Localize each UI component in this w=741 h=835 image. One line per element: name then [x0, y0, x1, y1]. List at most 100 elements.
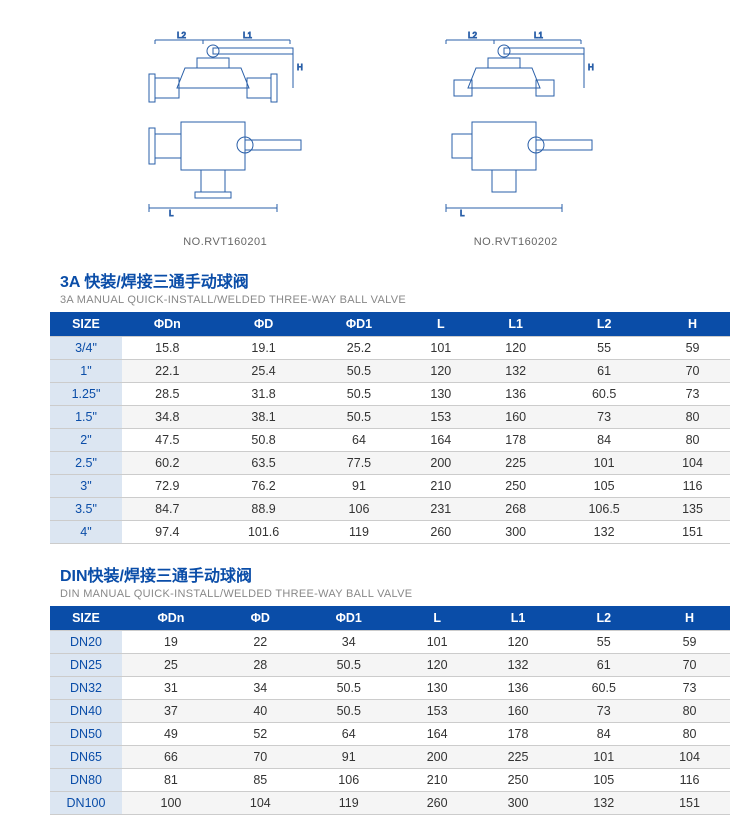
table-3a-col-5: L1: [478, 312, 553, 337]
table-3a-cell: 73: [655, 383, 730, 406]
svg-text:L: L: [169, 209, 174, 218]
table-din-cell: 120: [478, 631, 559, 654]
table-3a-cell: 106: [315, 498, 404, 521]
table-3a-col-3: ΦD1: [315, 312, 404, 337]
table-3a: SIZEΦDnΦDΦD1LL1L2H 3/4"15.819.125.210112…: [50, 312, 730, 544]
table-din-cell: 37: [122, 700, 220, 723]
table-3a-cell: 101.6: [213, 521, 315, 544]
table-din-row: DN504952641641788480: [50, 723, 730, 746]
table-din-cell: 22: [220, 631, 301, 654]
table-3a-cell: 60.5: [553, 383, 655, 406]
table-din-cell: 25: [122, 654, 220, 677]
table-3a-cell: 72.9: [122, 475, 213, 498]
table-3a-row: 2.5"60.263.577.5200225101104: [50, 452, 730, 475]
table-din-cell: 80: [649, 700, 730, 723]
table-3a-cell: 31.8: [213, 383, 315, 406]
table-3a-cell: 225: [478, 452, 553, 475]
table-din-header-row: SIZEΦDnΦDΦD1LL1L2H: [50, 606, 730, 631]
table-3a-cell: 80: [655, 406, 730, 429]
table-3a-cell: 70: [655, 360, 730, 383]
table-3a-cell: 50.8: [213, 429, 315, 452]
table-din-cell: 81: [122, 769, 220, 792]
table-3a-cell: 84: [553, 429, 655, 452]
table-din-col-2: ΦD: [220, 606, 301, 631]
table-din-cell: 61: [558, 654, 649, 677]
table-3a-row: 3.5"84.788.9106231268106.5135: [50, 498, 730, 521]
table-din-cell: 250: [478, 769, 559, 792]
table-din-cell: 132: [558, 792, 649, 815]
table-3a-cell: 136: [478, 383, 553, 406]
table-din-col-6: L2: [558, 606, 649, 631]
table-3a-cell: 119: [315, 521, 404, 544]
table-din-cell: DN100: [50, 792, 122, 815]
table-3a-cell: 38.1: [213, 406, 315, 429]
diagram-right-label: NO.RVT160202: [416, 236, 616, 248]
svg-text:L1: L1: [243, 31, 252, 40]
table-din-cell: 210: [397, 769, 478, 792]
section-din-title-en: DIN MANUAL QUICK-INSTALL/WELDED THREE-WA…: [60, 588, 721, 600]
table-3a-cell: 55: [553, 337, 655, 360]
table-3a-cell: 22.1: [122, 360, 213, 383]
table-3a-cell: 106.5: [553, 498, 655, 521]
table-3a-header-row: SIZEΦDnΦDΦD1LL1L2H: [50, 312, 730, 337]
table-3a-cell: 300: [478, 521, 553, 544]
svg-text:L2: L2: [177, 31, 186, 40]
table-3a-cell: 47.5: [122, 429, 213, 452]
table-din-cell: 104: [220, 792, 301, 815]
table-din-col-5: L1: [478, 606, 559, 631]
table-din-row: DN100100104119260300132151: [50, 792, 730, 815]
table-din-cell: 55: [558, 631, 649, 654]
table-3a-cell: 3/4": [50, 337, 122, 360]
table-din-cell: 153: [397, 700, 478, 723]
table-3a-cell: 130: [403, 383, 478, 406]
table-din-cell: DN32: [50, 677, 122, 700]
table-3a-row: 1.5"34.838.150.51531607380: [50, 406, 730, 429]
table-3a-row: 4"97.4101.6119260300132151: [50, 521, 730, 544]
table-din-cell: 28: [220, 654, 301, 677]
table-din-cell: 260: [397, 792, 478, 815]
table-3a-cell: 120: [403, 360, 478, 383]
table-3a-cell: 132: [478, 360, 553, 383]
table-3a-cell: 3": [50, 475, 122, 498]
table-3a-col-2: ΦD: [213, 312, 315, 337]
table-din-row: DN25252850.51201326170: [50, 654, 730, 677]
table-3a-cell: 64: [315, 429, 404, 452]
table-din-cell: 160: [478, 700, 559, 723]
table-3a-cell: 1.25": [50, 383, 122, 406]
diagrams-row: L2 L1 H: [80, 30, 661, 248]
table-3a-cell: 15.8: [122, 337, 213, 360]
table-3a-cell: 91: [315, 475, 404, 498]
table-3a-cell: 120: [478, 337, 553, 360]
table-3a-cell: 88.9: [213, 498, 315, 521]
table-din-row: DN65667091200225101104: [50, 746, 730, 769]
table-din-col-7: H: [649, 606, 730, 631]
table-3a-col-1: ΦDn: [122, 312, 213, 337]
table-din-cell: 104: [649, 746, 730, 769]
table-din-cell: DN65: [50, 746, 122, 769]
table-din-cell: 64: [301, 723, 397, 746]
table-3a-cell: 135: [655, 498, 730, 521]
table-din-cell: 119: [301, 792, 397, 815]
table-din-cell: 300: [478, 792, 559, 815]
table-3a-cell: 4": [50, 521, 122, 544]
table-din-cell: 91: [301, 746, 397, 769]
table-3a-col-0: SIZE: [50, 312, 122, 337]
table-3a-cell: 50.5: [315, 406, 404, 429]
table-3a-cell: 164: [403, 429, 478, 452]
table-3a-cell: 50.5: [315, 383, 404, 406]
table-din-cell: 151: [649, 792, 730, 815]
table-din-cell: 132: [478, 654, 559, 677]
table-din-cell: 85: [220, 769, 301, 792]
svg-text:L1: L1: [534, 31, 543, 40]
table-3a-cell: 97.4: [122, 521, 213, 544]
table-din-cell: 200: [397, 746, 478, 769]
diagram-right-drawing: L2 L1 H L: [416, 30, 616, 230]
table-din-cell: 50.5: [301, 654, 397, 677]
table-3a-cell: 260: [403, 521, 478, 544]
table-din: SIZEΦDnΦDΦD1LL1L2H DN201922341011205559D…: [50, 606, 730, 815]
table-3a-cell: 25.2: [315, 337, 404, 360]
table-3a-cell: 250: [478, 475, 553, 498]
table-din-cell: 70: [649, 654, 730, 677]
table-3a-row: 3"72.976.291210250105116: [50, 475, 730, 498]
table-din-cell: 34: [220, 677, 301, 700]
